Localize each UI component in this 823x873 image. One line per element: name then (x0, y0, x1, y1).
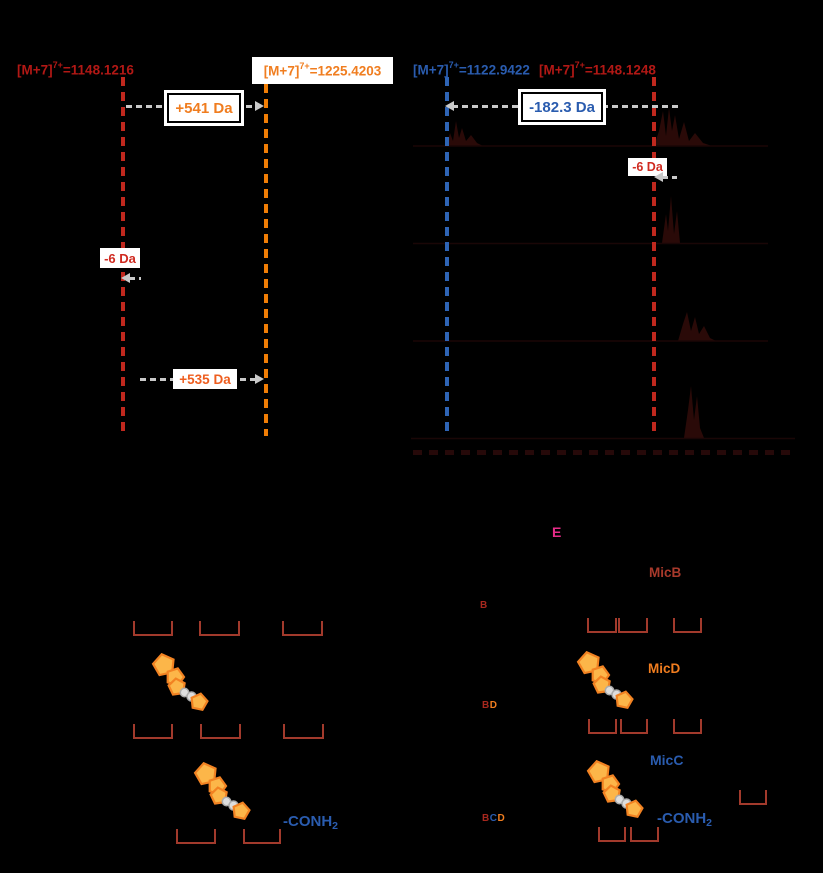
arrow-left-icon (121, 273, 130, 283)
panel-a-shift535-box: +535 Da (173, 369, 237, 389)
panel-a-minus6-arrow (129, 277, 141, 280)
mz-charge: 7+ (574, 60, 585, 70)
residue-bracket (243, 829, 281, 844)
mz-charge: 7+ (299, 61, 310, 72)
panel-a-product-label: [M+7]7+=1225.4203 (263, 61, 382, 79)
mz-charge: 7+ (448, 60, 459, 70)
mz-base: [M+7] (17, 62, 53, 78)
row-label-letter: D (489, 700, 498, 711)
residue-bracket (283, 724, 324, 739)
conh2-base: -CONH (657, 810, 707, 827)
residue-bracket (673, 618, 702, 633)
residue-bracket (673, 719, 702, 734)
residue-bracket (588, 719, 617, 734)
row-label-e: E (552, 524, 562, 540)
panel-a-shift-box: +541 Da (164, 90, 244, 126)
micc-label: MicC (650, 752, 684, 768)
residue-bracket (176, 829, 216, 844)
arrow-right-icon (255, 374, 264, 384)
residue-bracket (598, 827, 626, 842)
mz-base: [M+7] (263, 63, 300, 79)
panel-b-minus6-box: -6 Da (628, 158, 667, 176)
azole-chain-graphic (192, 762, 252, 821)
mz-value: =1225.4203 (309, 63, 382, 79)
conh2-label: -CONH2 (283, 813, 339, 832)
mz-value: =1148.1216 (62, 62, 134, 78)
row-label-letter: B (482, 813, 490, 824)
arrow-left-icon (445, 101, 454, 111)
azole-chain-graphic (585, 760, 645, 819)
panel-b-minus6-label: -6 Da (632, 160, 663, 174)
panel-a-shift-label: +541 Da (175, 99, 233, 117)
arrow-right-icon (255, 101, 264, 111)
row-label-letter: C (489, 813, 498, 824)
residue-bracket (587, 618, 617, 633)
residue-bracket (739, 790, 767, 805)
panel-a-precursor-label: [M+7]7+=1148.1216 (17, 60, 134, 78)
arrow-left-icon (654, 172, 663, 182)
panel-b-minus6-arrow (662, 176, 677, 179)
residue-bracket (133, 724, 173, 739)
azole-chain-graphic (150, 653, 210, 712)
row-label-letter: B (482, 700, 490, 711)
azole-chain-graphic (575, 651, 635, 710)
mz-value: =1122.9422 (458, 62, 530, 78)
mz-value: =1148.1248 (584, 62, 656, 78)
micd-label: MicD (648, 661, 681, 676)
panel-a-shift535-label: +535 Da (179, 371, 231, 387)
spectrum-peaks (411, 108, 795, 440)
panel-b-shift-box: -182.3 Da (518, 89, 606, 125)
row-label-bcd: BCD (482, 813, 505, 824)
panel-b-product-label: [M+7]7+=1122.9422 (413, 60, 530, 78)
row-label-letter: D (497, 813, 506, 824)
residue-bracket (199, 621, 240, 636)
residue-bracket (618, 618, 648, 633)
conh2-base: -CONH (283, 813, 333, 830)
panel-b-shift-label: -182.3 Da (529, 98, 595, 116)
conh2-sub: 2 (706, 816, 713, 829)
conh2-label: -CONH2 (657, 810, 713, 829)
panel-a-minus6-box: -6 Da (100, 248, 140, 268)
residue-bracket (282, 621, 323, 636)
mz-axis-ticks (413, 450, 793, 455)
panel-b-product-dashline (445, 77, 449, 436)
residue-bracket (133, 621, 173, 636)
residue-bracket (630, 827, 659, 842)
panel-a-product-dashline (264, 84, 268, 436)
row-label-b: B (480, 600, 488, 611)
mz-base: [M+7] (413, 62, 449, 78)
panel-a-product-label-box: [M+7]7+=1225.4203 (252, 57, 393, 84)
residue-bracket (620, 719, 648, 734)
panel-b-precursor-dashline (652, 77, 656, 436)
mz-base: [M+7] (539, 62, 575, 78)
panel-b-precursor-label: [M+7]7+=1148.1248 (539, 60, 656, 78)
conh2-sub: 2 (332, 819, 339, 832)
residue-bracket (200, 724, 241, 739)
micb-label: MicB (649, 565, 682, 580)
panel-a-minus6-label: -6 Da (104, 250, 136, 266)
row-label-bd: BD (482, 700, 497, 711)
mz-charge: 7+ (52, 60, 63, 70)
